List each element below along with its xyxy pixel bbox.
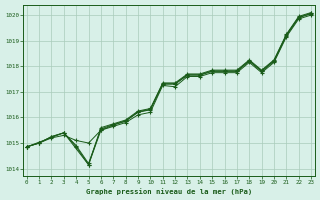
X-axis label: Graphe pression niveau de la mer (hPa): Graphe pression niveau de la mer (hPa) <box>86 188 252 195</box>
